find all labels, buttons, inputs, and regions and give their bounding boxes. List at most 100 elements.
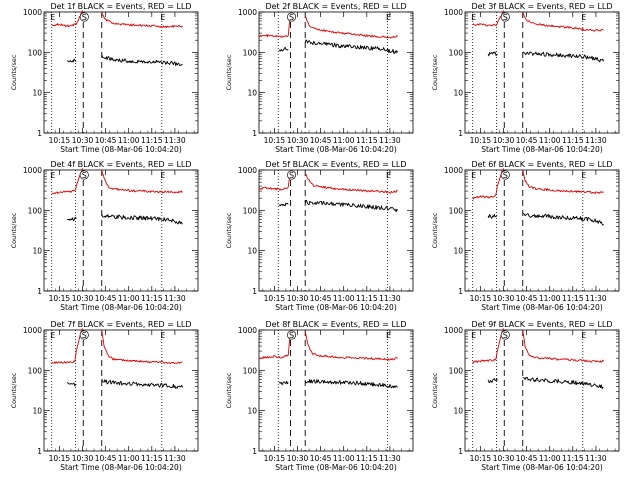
event-annotation: E <box>50 331 55 340</box>
y-tick-label: 100 <box>243 206 258 215</box>
x-tick-label: 11:30 <box>164 294 186 303</box>
x-tick-label: 10:30 <box>287 454 309 463</box>
lld-trace <box>101 169 183 194</box>
chart-title: Det 3f BLACK = Events, RED = LLD <box>471 2 612 11</box>
panel-5: Det 5f BLACK = Events, RED = LLD 1 10 100 10… <box>225 160 414 312</box>
x-axis-label: Start Time (08-Mar-06 10:04:20) <box>275 303 397 312</box>
x-tick-label: 11:15 <box>562 136 584 145</box>
lld-trace <box>522 12 604 32</box>
x-axis-label: Start Time (08-Mar-06 10:04:20) <box>481 463 603 472</box>
y-axis-label: Counts/sec <box>225 372 233 408</box>
y-tick-label: 1000 <box>444 166 463 175</box>
plot-frame <box>258 329 414 452</box>
events-trace <box>101 378 184 389</box>
events-trace <box>487 213 498 219</box>
events-trace <box>101 54 183 66</box>
events-trace <box>487 51 498 57</box>
y-tick-label: 1000 <box>23 8 42 17</box>
y-tick-label: 1 <box>37 447 42 456</box>
event-annotation: E <box>160 331 165 340</box>
x-axis-label: Start Time (08-Mar-06 10:04:20) <box>481 303 603 312</box>
saa-marker-circle <box>500 330 510 340</box>
x-axis-label: Start Time (08-Mar-06 10:04:20) <box>60 463 182 472</box>
x-axis-label: Start Time (08-Mar-06 10:04:20) <box>275 463 397 472</box>
x-tick-label: 10:45 <box>310 294 332 303</box>
lld-trace <box>101 11 183 29</box>
y-axis-label: Counts/sec <box>225 212 233 248</box>
events-trace <box>278 380 289 386</box>
x-tick-label: 10:15 <box>49 294 71 303</box>
event-annotation: E <box>50 171 55 180</box>
event-annotation: E <box>386 331 391 340</box>
y-tick-label: 1 <box>37 129 42 138</box>
x-tick-label: 11:30 <box>379 294 401 303</box>
y-tick-label: 100 <box>243 48 258 57</box>
events-trace <box>304 39 399 54</box>
chart-title: Det 1f BLACK = Events, RED = LLD <box>50 2 191 11</box>
events-trace <box>278 202 289 207</box>
lld-trace <box>101 329 183 364</box>
x-tick-label: 11:30 <box>164 136 186 145</box>
x-tick-label: 10:30 <box>493 136 515 145</box>
x-axis-label: Start Time (08-Mar-06 10:04:20) <box>60 145 182 154</box>
chart-title: Det 6f BLACK = Events, RED = LLD <box>471 160 612 169</box>
y-tick-label: 1 <box>252 287 257 296</box>
x-tick-label: 11:15 <box>356 136 378 145</box>
y-tick-label: 1000 <box>444 8 463 17</box>
y-tick-label: 10 <box>247 407 257 416</box>
lld-trace <box>472 10 504 27</box>
plot-frame <box>258 169 414 292</box>
y-axis-label: Counts/sec <box>431 212 439 248</box>
x-tick-label: 10:45 <box>516 136 538 145</box>
lld-trace <box>51 168 83 195</box>
x-tick-label: 10:45 <box>516 294 538 303</box>
x-tick-label: 11:15 <box>356 454 378 463</box>
lld-trace <box>51 328 83 364</box>
y-axis-label: Counts/sec <box>10 372 18 408</box>
events-trace <box>101 213 183 225</box>
event-annotation: S <box>503 13 508 22</box>
x-tick-label: 10:15 <box>470 294 492 303</box>
chart-title: Det 5f BLACK = Events, RED = LLD <box>265 160 406 169</box>
x-tick-label: 10:30 <box>72 136 94 145</box>
chart-title: Det 2f BLACK = Events, RED = LLD <box>265 2 406 11</box>
event-annotation: S <box>503 171 508 180</box>
x-tick-label: 11:30 <box>585 454 607 463</box>
y-tick-label: 10 <box>32 247 42 256</box>
events-trace <box>487 378 498 384</box>
x-tick-label: 10:45 <box>310 454 332 463</box>
event-annotation: E <box>471 13 476 22</box>
chart-title: Det 8f BLACK = Events, RED = LLD <box>265 320 406 329</box>
events-trace <box>66 382 77 387</box>
y-tick-label: 10 <box>247 89 257 98</box>
x-tick-label: 11:15 <box>562 294 584 303</box>
panel-2: Det 2f BLACK = Events, RED = LLD 1 10 100 10… <box>225 2 414 154</box>
y-tick-label: 100 <box>28 48 43 57</box>
y-tick-label: 1000 <box>23 166 42 175</box>
event-annotation: S <box>503 331 508 340</box>
x-tick-label: 10:15 <box>264 454 286 463</box>
x-tick-label: 11:30 <box>164 454 186 463</box>
y-tick-label: 1 <box>458 129 463 138</box>
events-trace <box>67 216 77 222</box>
y-tick-label: 100 <box>449 206 464 215</box>
y-tick-label: 1 <box>458 287 463 296</box>
event-annotation: E <box>50 13 55 22</box>
x-tick-label: 10:30 <box>287 136 309 145</box>
x-tick-label: 11:15 <box>562 454 584 463</box>
y-tick-label: 10 <box>453 89 463 98</box>
chart-title: Det 9f BLACK = Events, RED = LLD <box>471 320 612 329</box>
lld-trace <box>258 329 292 360</box>
y-axis-label: Counts/sec <box>431 54 439 90</box>
x-tick-label: 10:30 <box>72 454 94 463</box>
x-tick-label: 11:15 <box>141 136 163 145</box>
x-tick-label: 11:15 <box>141 294 163 303</box>
saa-marker-circle <box>287 170 297 180</box>
lld-trace <box>522 329 604 363</box>
x-tick-label: 10:45 <box>516 454 538 463</box>
y-tick-label: 1 <box>252 447 257 456</box>
y-tick-label: 1 <box>37 287 42 296</box>
x-tick-label: 10:15 <box>49 454 71 463</box>
y-tick-label: 100 <box>449 48 464 57</box>
x-tick-label: 10:45 <box>95 454 117 463</box>
